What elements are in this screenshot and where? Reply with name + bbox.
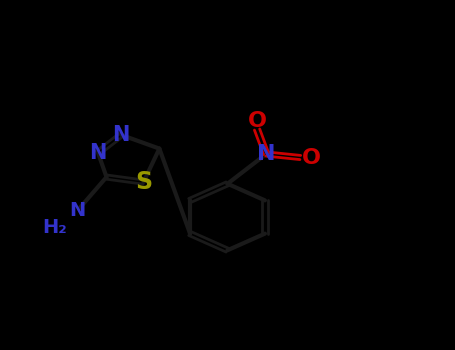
Text: N: N — [257, 144, 275, 164]
Text: O: O — [302, 147, 321, 168]
Text: N: N — [89, 143, 107, 163]
Text: N: N — [70, 201, 86, 220]
Text: S: S — [135, 170, 152, 194]
Text: N: N — [112, 125, 130, 145]
Text: H₂: H₂ — [42, 218, 66, 237]
Text: O: O — [248, 111, 267, 131]
